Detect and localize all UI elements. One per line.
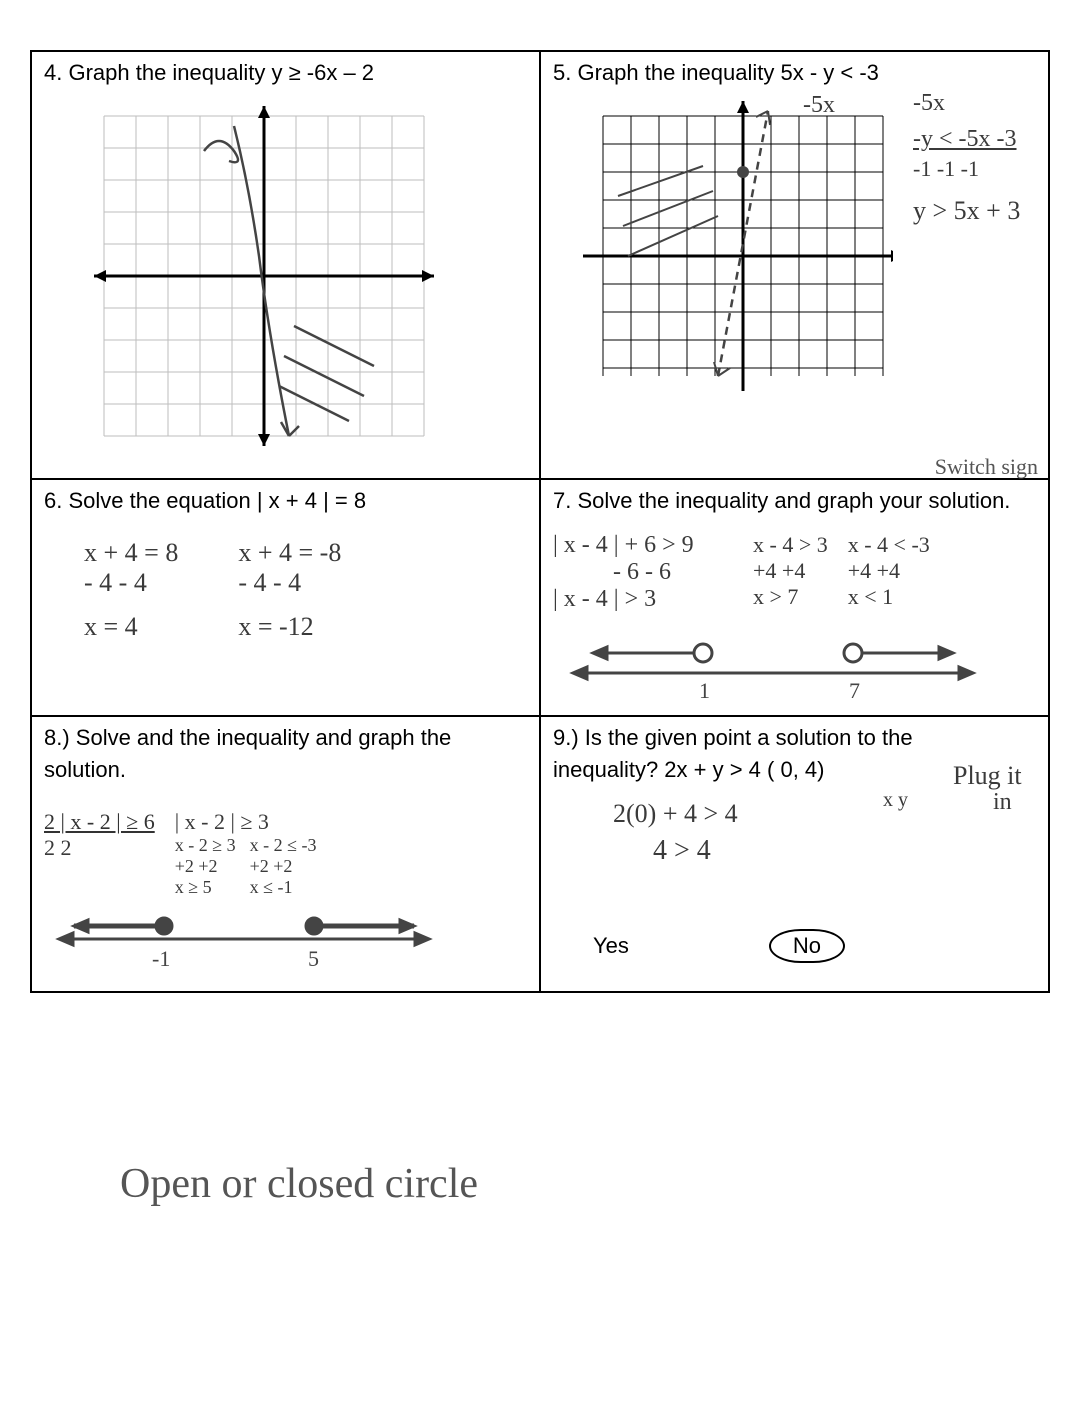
q8-mid: | x - 2 | ≥ 3 x - 2 ≥ 3 +2 +2 x ≥ 5 x - … (175, 809, 317, 898)
q7-left-work: | x - 4 | + 6 > 9 - 6 - 6 | x - 4 | > 3 (553, 532, 723, 613)
q9-w1: 2(0) + 4 > 4 (613, 799, 738, 829)
q7-r1a: x - 4 > 3 (753, 532, 828, 558)
q5-work3: y > 5x + 3 (913, 196, 1020, 226)
cell-q6: 6. Solve the equation | x + 4 | = 8 x + … (31, 479, 540, 716)
q8-nl-left: -1 (152, 946, 170, 971)
q7-r2a: +4 +4 (753, 558, 828, 584)
q5-hand-5x-right: -5x (913, 90, 945, 117)
cell-q9: 9.) Is the given point a solution to the… (540, 716, 1049, 992)
cell-q8: 8.) Solve and the inequality and graph t… (31, 716, 540, 992)
q7-r3b: x < 1 (848, 584, 930, 610)
q7-r1b: x - 4 < -3 (848, 532, 930, 558)
q8-m1: | x - 2 | ≥ 3 (175, 809, 317, 835)
q9-plug: Plug it (953, 761, 1022, 791)
q8-m2b: x - 2 ≤ -3 (250, 835, 317, 856)
q4-prompt: 4. Graph the inequality y ≥ -6x – 2 (44, 60, 527, 86)
q5-work1: -y < -5x -3 (913, 126, 1017, 153)
q6-c2-l3: x = -12 (238, 612, 341, 642)
q7-l2: - 6 - 6 (613, 559, 723, 586)
q8-m3b: +2 +2 (250, 856, 317, 877)
q7-right-work: x - 4 > 3 +4 +4 x > 7 x - 4 < -3 +4 +4 x… (753, 532, 930, 613)
q8-prompt-l2: solution. (44, 757, 527, 783)
q8-prompt-l1: 8.) Solve and the inequality and graph t… (44, 725, 527, 751)
q8-m3a: +2 +2 (175, 856, 236, 877)
q9-prompt-l1: 9.) Is the given point a solution to the (553, 725, 1036, 751)
q9-yes: Yes (593, 933, 629, 959)
q6-c1-l3: x = 4 (84, 612, 178, 642)
q7-prompt: 7. Solve the inequality and graph your s… (553, 488, 1036, 514)
q9-w2: 4 > 4 (653, 835, 711, 867)
q8-m2a: x - 2 ≥ 3 (175, 835, 236, 856)
q6-prompt: 6. Solve the equation | x + 4 | = 8 (44, 488, 527, 514)
q8-left: 2 | x - 2 | ≥ 6 2 2 (44, 809, 155, 898)
q9-no: No (769, 929, 845, 963)
q6-col1: x + 4 = 8 - 4 - 4 x = 4 (84, 538, 178, 642)
q6-c2-l1: x + 4 = -8 (238, 538, 341, 568)
q7-nl-right: 7 (849, 678, 860, 703)
worksheet-page: 4. Graph the inequality y ≥ -6x – 2 (30, 50, 1050, 993)
problem-grid: 4. Graph the inequality y ≥ -6x – 2 (30, 50, 1050, 993)
q5-prompt: 5. Graph the inequality 5x - y < -3 (553, 60, 1036, 86)
q7-l1: | x - 4 | + 6 > 9 (553, 532, 723, 559)
q5-graph (573, 96, 893, 396)
q6-c1-l2: - 4 - 4 (84, 568, 178, 598)
q9-in: in (993, 789, 1012, 816)
q4-graph (84, 96, 444, 456)
q8-m4b: x ≤ -1 (250, 877, 317, 898)
cell-q7: Switch sign 7. Solve the inequality and … (540, 479, 1049, 716)
q7-switch-note: Switch sign (935, 454, 1038, 480)
q6-c2-l2: - 4 - 4 (238, 568, 341, 598)
q9-xy: x y (883, 789, 908, 812)
q7-r3a: x > 7 (753, 584, 828, 610)
q8-numberline: -1 5 (44, 904, 444, 974)
q8-m4a: x ≥ 5 (175, 877, 236, 898)
cell-q5: 5. Graph the inequality 5x - y < -3 -5x … (540, 51, 1049, 479)
q6-col2: x + 4 = -8 - 4 - 4 x = -12 (238, 538, 341, 642)
q5-hand-5x-left: -5x (803, 92, 835, 119)
q7-numberline: 1 7 (553, 623, 993, 703)
q7-r2b: +4 +4 (848, 558, 930, 584)
q9-prompt-l2: inequality? 2x + y > 4 ( 0, 4) (553, 757, 825, 783)
footnote-text: Open or closed circle (120, 1160, 478, 1208)
cell-q4: 4. Graph the inequality y ≥ -6x – 2 (31, 51, 540, 479)
q8-left-expr: 2 | x - 2 | ≥ 6 (44, 809, 155, 835)
q7-nl-left: 1 (699, 678, 710, 703)
q7-l3: | x - 4 | > 3 (553, 586, 723, 613)
q6-c1-l1: x + 4 = 8 (84, 538, 178, 568)
q8-nl-right: 5 (308, 946, 319, 971)
q5-work2: -1 -1 -1 (913, 156, 979, 182)
q8-left-div: 2 2 (44, 835, 155, 861)
